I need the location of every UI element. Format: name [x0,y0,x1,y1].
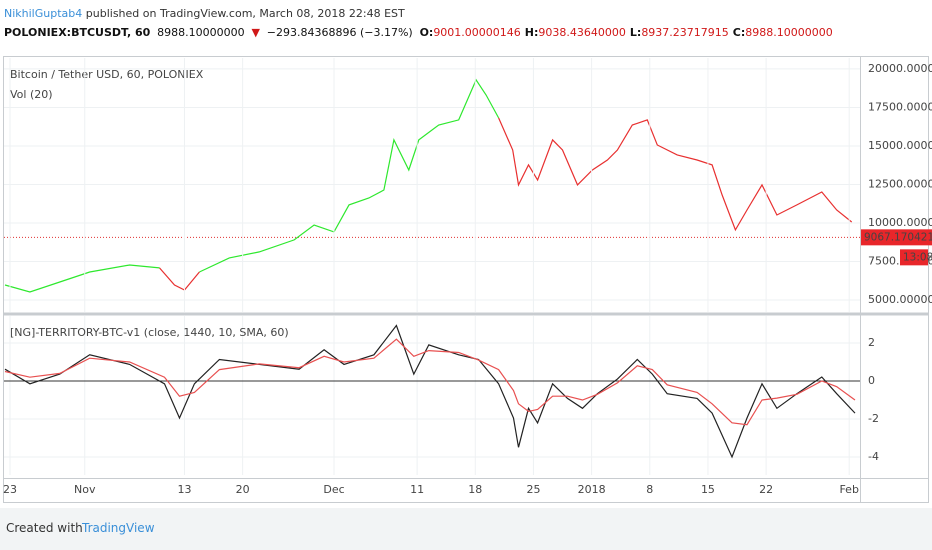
pane-title: [NG]-TERRITORY-BTC-v1 (close, 1440, 10, … [10,326,289,339]
series-line [4,338,856,426]
pane-subtitle: Vol (20) [10,88,53,101]
y-tick-label: 2 [868,336,875,349]
last-price-label: 9067.17042185 [864,231,932,243]
y-tick-label: 17500.00000000 [868,100,932,113]
arrow: ▼ [251,26,260,39]
series-line [4,324,856,459]
ohlc-label: H: [524,26,539,39]
symbol: POLONIEX:BTCUSDT, 60 [4,26,151,39]
published: published on TradingView.com, March 08, … [85,7,405,20]
countdown-box [900,249,928,266]
x-tick-label: Feb [839,483,858,496]
y-tick-label: -4 [868,450,879,463]
ohlc-value: 8937.23717915 [641,26,729,39]
brand[interactable]: TradingView [82,521,155,535]
ohlc-label: L: [629,26,642,39]
x-tick-label: 15 [701,483,715,496]
y-tick-label: 20000.00000000 [868,62,932,75]
x-tick-label: 20 [236,483,250,496]
x-tick-label: 18 [468,483,482,496]
author[interactable]: NikhilGuptab4 [4,7,83,20]
y-tick-label: -2 [868,412,879,425]
ohlc-label: C: [732,26,746,39]
x-tick-label: 8 [646,483,653,496]
series-line [4,78,500,293]
change: −293.84368896 (−3.17%) [266,26,413,39]
ohlc-value: 8988.10000000 [745,26,833,39]
x-tick-label: 13 [177,483,191,496]
x-tick-label: Nov [74,483,96,496]
x-tick-label: 22 [759,483,773,496]
x-tick-label: Dec [323,483,344,496]
pane-title: Bitcoin / Tether USD, 60, POLONIEX [10,68,204,81]
ticker-line: POLONIEX:BTCUSDT, 60 8988.10000000 ▼ −29… [4,26,840,39]
ohlc-label: O: [419,26,434,39]
created-with: Created with [6,521,83,535]
last-price-box [861,229,932,246]
series-line [159,117,853,291]
price: 8988.10000000 [157,26,245,39]
ohlc: O:9001.00000146 H:9038.43640000 L:8937.237… [420,26,837,39]
x-tick-label: 23 [3,483,17,496]
chart: 20000.00000000 17500.00000000 15000.000000… [3,56,932,503]
frame [3,56,929,503]
x-tick-label: 11 [410,483,424,496]
ohlc-value: 9038.43640000 [538,26,626,39]
footer: Created with TradingView [0,508,932,550]
y-tick-label: 12500.00000000 [868,177,932,190]
publish-line: NikhilGuptab4 published on TradingView.c… [4,7,405,20]
y-tick-label: 10000.00000000 [868,216,932,229]
header: NikhilGuptab4 published on TradingView.c… [0,0,932,48]
x-tick-label: 2018 [578,483,606,496]
ohlc-value: 9001.00000146 [433,26,521,39]
countdown: 13:08 [903,251,932,263]
y-tick-label: 15000.00000000 [868,139,932,152]
x-tick-label: 25 [526,483,540,496]
y-tick-label: 0 [868,374,875,387]
y-tick-label: 5000.00000000 [868,293,932,306]
